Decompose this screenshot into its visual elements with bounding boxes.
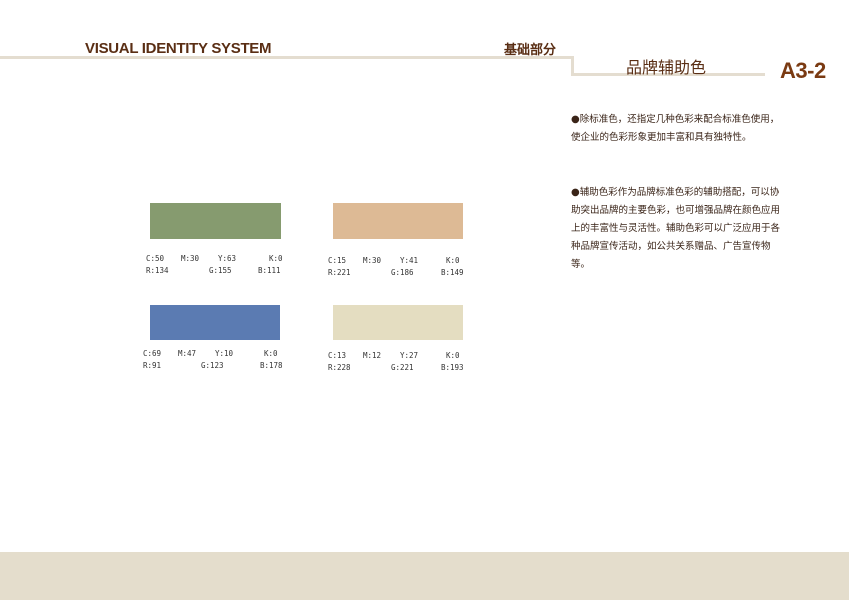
cmyk-y: Y:41 [400,256,419,265]
cmyk-k: K:0 [446,351,460,360]
description-text-1: 除标准色，还指定几种色彩来配合标准色使用，使企业的色彩形象更加丰富和具有独特性。 [571,114,780,143]
bullet-icon: ● [571,187,580,198]
rgb-r: R:134 [146,266,169,275]
cmyk-m: M:30 [363,256,382,265]
swatch-color-peach [333,203,463,239]
rgb-g: G:155 [209,266,232,275]
cmyk-c: C:69 [143,349,162,358]
cmyk-k: K:0 [269,254,283,263]
cmyk-c: C:15 [328,256,347,265]
header-rule [0,56,572,59]
page-title: 品牌辅助色 [626,58,707,77]
cmyk-y: Y:63 [218,254,237,263]
cmyk-c: C:13 [328,351,347,360]
cmyk-y: Y:10 [215,349,234,358]
cmyk-m: M:47 [178,349,197,358]
cmyk-m: M:12 [363,351,382,360]
rgb-g: G:123 [201,361,224,370]
description-text-2: 辅助色彩作为品牌标准色彩的辅助搭配，可以协助突出品牌的主要色彩，也可增强品牌在颜… [571,187,781,270]
rgb-r: R:228 [328,363,351,372]
description-paragraph-2: ●辅助色彩作为品牌标准色彩的辅助搭配，可以协助突出品牌的主要色彩，也可增强品牌在… [571,184,783,274]
rgb-r: R:221 [328,268,351,277]
cmyk-y: Y:27 [400,351,419,360]
section-label: 基础部分 [504,43,557,58]
rgb-g: G:221 [391,363,414,372]
cmyk-m: M:30 [181,254,200,263]
description-paragraph-1: ●除标准色，还指定几种色彩来配合标准色使用，使企业的色彩形象更加丰富和具有独特性… [571,111,783,147]
swatch-color-cream [333,305,463,340]
cmyk-k: K:0 [446,256,460,265]
footer-band [0,552,849,600]
page-rule-vertical [571,56,574,75]
cmyk-c: C:50 [146,254,165,263]
rgb-b: B:178 [260,361,283,370]
rgb-r: R:91 [143,361,162,370]
cmyk-k: K:0 [264,349,278,358]
header-title: VISUAL IDENTITY SYSTEM [85,40,272,57]
page-number: A3-2 [780,58,826,83]
rgb-b: B:111 [258,266,281,275]
rgb-b: B:149 [441,268,464,277]
swatch-color-blue [150,305,280,340]
rgb-g: G:186 [391,268,414,277]
page-rule-bottom [571,73,765,76]
bullet-icon: ● [571,114,580,125]
rgb-b: B:193 [441,363,464,372]
swatch-color-green [150,203,281,239]
